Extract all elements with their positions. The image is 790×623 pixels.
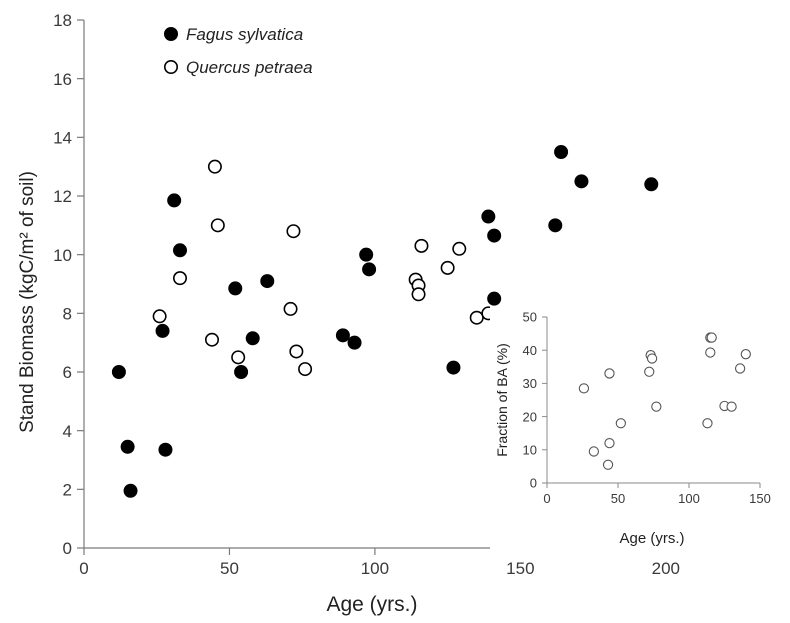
- inset-y-tick-label: 40: [523, 343, 537, 358]
- main-y-tick-label: 12: [53, 187, 72, 206]
- main-y-tick-label: 16: [53, 70, 72, 89]
- main-point-open: [289, 344, 304, 359]
- main-y-tick-label: 10: [53, 246, 72, 265]
- main-y-tick-label: 8: [63, 304, 72, 323]
- inset-y-tick-label: 10: [523, 442, 537, 457]
- main-y-axis-title: Stand Biomass (kgC/m² of soil): [17, 171, 38, 433]
- inset-point-open: [702, 418, 713, 429]
- main-y-tick-label: 0: [63, 539, 72, 558]
- main-point-filled: [554, 145, 569, 160]
- inset-point-open: [726, 401, 737, 412]
- main-point-filled: [158, 442, 173, 457]
- inset-point-open: [602, 459, 614, 470]
- main-point-filled: [111, 364, 126, 379]
- main-point-filled: [120, 439, 135, 454]
- main-x-tick-label: 200: [652, 559, 680, 578]
- main-point-filled: [245, 331, 260, 346]
- inset-y-tick-label: 0: [530, 476, 537, 491]
- main-point-open: [452, 241, 467, 256]
- inset-background: [490, 306, 780, 556]
- main-point-filled: [574, 174, 589, 189]
- inset-point-open: [706, 332, 717, 343]
- main-point-filled: [335, 328, 350, 343]
- main-y-tick-label: 18: [53, 11, 72, 30]
- main-point-filled: [359, 247, 374, 262]
- main-point-filled: [123, 483, 138, 498]
- main-point-filled: [260, 274, 275, 289]
- main-y-tick-label: 14: [53, 128, 72, 147]
- main-point-filled: [644, 177, 659, 192]
- main-x-axis-title: Age (yrs.): [326, 593, 417, 616]
- legend-marker: [164, 59, 179, 74]
- inset-point-open: [604, 368, 615, 379]
- inset-scatter-plot: 0 10 20 30 40 50 0 50 100 150: [490, 306, 780, 556]
- main-point-open: [173, 271, 188, 286]
- inset-point-open: [578, 383, 590, 394]
- inset-y-axis-title: Fraction of BA (%): [494, 343, 510, 457]
- main-point-filled: [347, 335, 362, 350]
- inset-x-tick-label: 150: [749, 491, 771, 506]
- main-x-tick-label: 0: [79, 559, 88, 578]
- main-point-open: [440, 260, 455, 275]
- inset-x-tick-label: 100: [678, 491, 700, 506]
- inset-point-open: [644, 366, 655, 377]
- main-point-open: [231, 350, 246, 365]
- main-point-filled: [167, 193, 182, 208]
- inset-y-tick-label: 50: [523, 310, 537, 325]
- main-point-filled: [234, 364, 249, 379]
- main-point-open: [411, 287, 426, 302]
- legend-marker: [164, 26, 179, 41]
- main-point-filled: [487, 228, 502, 243]
- main-point-filled: [155, 323, 170, 338]
- main-point-open: [152, 309, 167, 324]
- main-point-open: [210, 218, 225, 233]
- inset-y-tick-label: 20: [523, 409, 537, 424]
- main-point-filled: [548, 218, 563, 233]
- legend-label: Quercus petraea: [186, 58, 313, 77]
- main-point-filled: [487, 291, 502, 306]
- inset-point-open: [734, 363, 746, 374]
- inset-point-open: [588, 446, 600, 457]
- main-point-open: [469, 310, 484, 325]
- main-point-filled: [228, 281, 243, 296]
- inset-point-open: [705, 347, 716, 358]
- main-point-open: [298, 362, 313, 377]
- main-point-open: [414, 238, 429, 253]
- inset-point-open: [615, 418, 626, 429]
- legend-label: Fagus sylvatica: [186, 25, 303, 44]
- main-point-filled: [362, 262, 377, 277]
- main-point-open: [205, 332, 220, 347]
- main-point-filled: [446, 360, 461, 375]
- inset-point-open: [604, 438, 615, 449]
- inset-point-open: [740, 349, 751, 360]
- main-y-tick-label: 6: [63, 363, 72, 382]
- main-x-tick-label: 50: [220, 559, 239, 578]
- main-y-tick-label: 4: [63, 422, 72, 441]
- main-y-tick-label: 2: [63, 480, 72, 499]
- main-point-open: [286, 224, 301, 239]
- main-x-tick-label: 150: [506, 559, 534, 578]
- main-point-open: [283, 301, 298, 316]
- inset-x-tick-label: 50: [611, 491, 625, 506]
- inset-point-open: [646, 353, 658, 364]
- main-x-tick-label: 100: [361, 559, 389, 578]
- inset-x-tick-label: 0: [543, 491, 550, 506]
- inset-x-axis-title: Age (yrs.): [619, 530, 684, 547]
- inset-y-tick-label: 30: [523, 376, 537, 391]
- inset-point-open: [651, 401, 662, 412]
- main-point-filled: [173, 243, 188, 258]
- legend: Fagus sylvatica Quercus petraea: [164, 25, 313, 77]
- main-point-open: [207, 159, 222, 174]
- main-point-filled: [481, 209, 496, 224]
